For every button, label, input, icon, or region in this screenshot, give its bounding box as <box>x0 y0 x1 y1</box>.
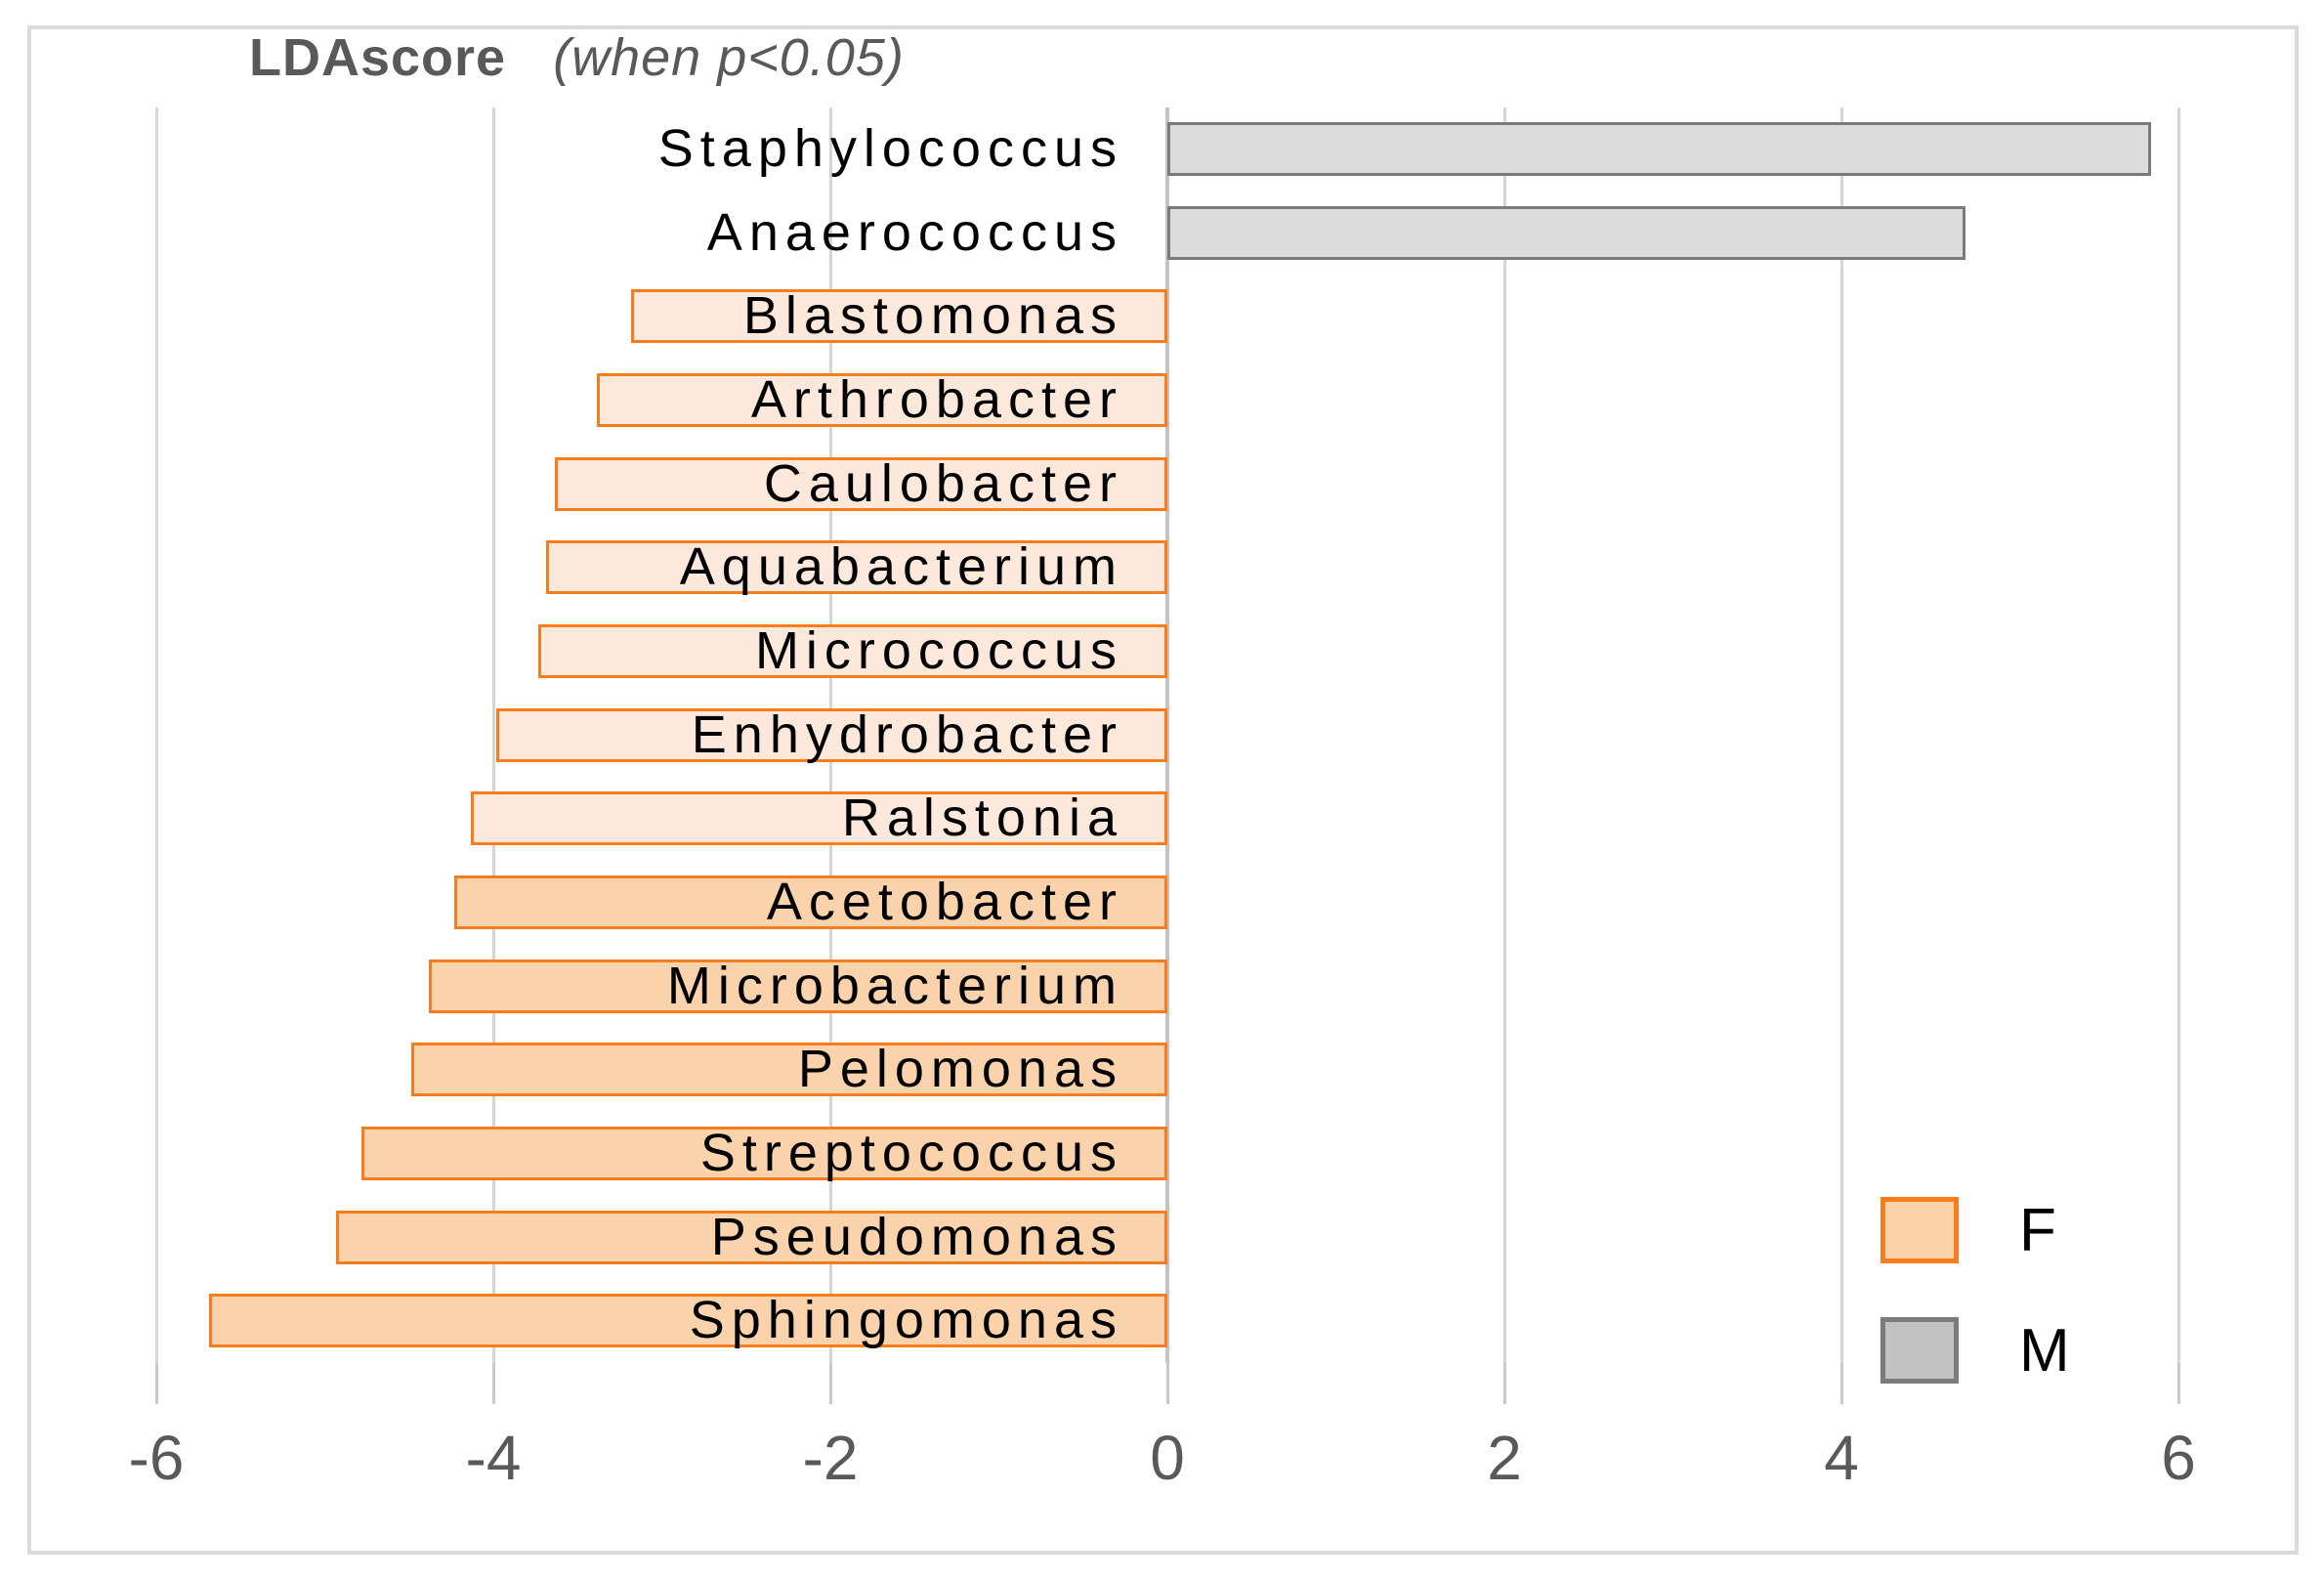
gridline-2 <box>1503 107 1506 1363</box>
bar-enhydrobacter <box>495 707 1167 762</box>
bar-streptococcus <box>360 1127 1167 1180</box>
axis-tick--2 <box>829 1363 832 1404</box>
chart-row: Anaerococcus <box>156 192 2178 276</box>
chart-row: Aquabacterium <box>156 526 2178 610</box>
bar-acetobacter <box>453 875 1167 929</box>
category-label: Staphylococcus <box>657 119 1123 178</box>
chart-row: Streptococcus <box>156 1112 2178 1196</box>
category-label: Ralstonia <box>841 789 1123 848</box>
chart-row: Micrococcus <box>156 610 2178 694</box>
chart-row: Sphingomonas <box>156 1279 2178 1363</box>
axis-tick--6 <box>155 1363 158 1404</box>
legend-swatch-m <box>1880 1317 1959 1384</box>
chart-row: Staphylococcus <box>156 107 2178 192</box>
axis-tick-label-2: 2 <box>1487 1423 1522 1493</box>
bar-micrococcus <box>537 624 1167 678</box>
bar-anaerococcus <box>1167 205 1965 260</box>
chart-title-italic: (when p<0.05) <box>553 28 905 87</box>
category-label: Aquabacterium <box>679 537 1123 597</box>
bar-arthrobacter <box>597 373 1167 427</box>
chart-row: Pseudomonas <box>156 1196 2178 1280</box>
axis-tick--4 <box>492 1363 495 1404</box>
plot-area: Staphylococcus Anaerococcus Blastomonas Art… <box>155 107 2180 1363</box>
gridline-6 <box>2177 107 2180 1363</box>
chart-row: Enhydrobacter <box>156 694 2178 778</box>
bar-pseudomonas <box>335 1210 1167 1264</box>
gridline-4 <box>1840 107 1843 1363</box>
category-label: Microbacterium <box>666 956 1123 1015</box>
chart-row: Acetobacter <box>156 861 2178 945</box>
axis-tick-0 <box>1166 1363 1169 1404</box>
category-label: Arthrobacter <box>750 370 1123 429</box>
legend-label-m: M <box>2019 1316 2070 1385</box>
chart-row: Pelomonas <box>156 1028 2178 1112</box>
legend-swatch-f <box>1880 1197 1959 1263</box>
category-label: Acetobacter <box>766 873 1123 931</box>
bar-microbacterium <box>428 959 1167 1013</box>
bar-caulobacter <box>555 456 1167 511</box>
bar-sphingomonas <box>209 1294 1167 1348</box>
axis-tick-label--2: -2 <box>802 1423 859 1493</box>
axis-tick-label--6: -6 <box>128 1423 185 1493</box>
axis-tick-4 <box>1840 1363 1843 1404</box>
category-label: Sphingomonas <box>689 1291 1123 1350</box>
chart-title-bold: LDAscore <box>249 28 507 87</box>
gridline--4 <box>492 107 495 1363</box>
category-label: Anaerococcus <box>706 202 1123 262</box>
category-label: Pelomonas <box>797 1040 1123 1099</box>
chart-row: Arthrobacter <box>156 359 2178 443</box>
axis-tick-label-6: 6 <box>2161 1423 2196 1493</box>
bar-staphylococcus <box>1167 122 2151 176</box>
axis-tick-6 <box>2177 1363 2180 1404</box>
category-label: Enhydrobacter <box>691 704 1123 764</box>
zero-axis-line <box>1165 107 1169 1363</box>
category-label: Streptococcus <box>699 1124 1123 1182</box>
axis-tick-label--4: -4 <box>465 1423 522 1493</box>
category-label: Caulobacter <box>763 453 1123 513</box>
chart-row: Ralstonia <box>156 777 2178 861</box>
bar-pelomonas <box>411 1043 1167 1097</box>
chart-row: Blastomonas <box>156 275 2178 359</box>
chart-row: Caulobacter <box>156 443 2178 527</box>
chart-title: LDAscore (when p<0.05) <box>249 27 905 88</box>
category-label: Micrococcus <box>754 621 1123 680</box>
legend-item-f: F <box>1880 1196 2070 1264</box>
legend-label-f: F <box>2019 1196 2056 1264</box>
bar-blastomonas <box>630 289 1167 344</box>
title-spacer <box>522 28 553 87</box>
category-label: Pseudomonas <box>710 1207 1123 1266</box>
bar-ralstonia <box>470 791 1167 846</box>
axis-tick-label-0: 0 <box>1150 1423 1185 1493</box>
axis-tick-2 <box>1503 1363 1506 1404</box>
bar-aquabacterium <box>546 540 1167 595</box>
chart-row: Microbacterium <box>156 945 2178 1029</box>
gridline--6 <box>155 107 158 1363</box>
legend-item-m: M <box>1880 1316 2070 1385</box>
axis-tick-label-4: 4 <box>1824 1423 1859 1493</box>
category-label: Blastomonas <box>742 286 1123 346</box>
